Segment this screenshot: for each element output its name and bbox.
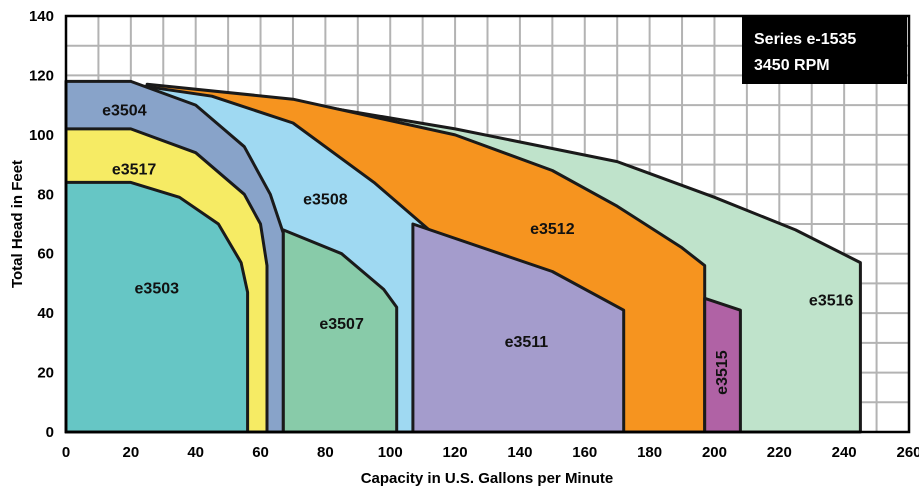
x-tick-label: 160 [572,444,597,461]
x-tick-label: 0 [62,444,70,461]
region-label-e3516: e3516 [809,292,854,309]
y-tick-label: 0 [46,424,54,441]
x-tick-label: 180 [637,444,662,461]
x-tick-label: 40 [187,444,204,461]
y-tick-label: 120 [29,67,54,84]
legend-box-background [742,16,907,84]
y-tick-label: 20 [37,365,54,382]
y-tick-label: 100 [29,127,54,144]
x-tick-label: 120 [443,444,468,461]
x-tick-labels: 0 20 40 60 80 100 120 140 160 180 200 220 240 260 [62,444,919,461]
region-label-e3511: e3511 [505,334,549,351]
plot-frame [64,14,911,434]
x-tick-label: 260 [896,444,919,461]
x-tick-label: 140 [507,444,532,461]
y-tick-labels: 0 20 40 60 80 100 120 140 [29,8,54,441]
y-tick-label: 60 [37,246,54,263]
x-tick-label: 80 [317,444,334,461]
region-label-e3508: e3508 [303,191,348,208]
series-legend-box: Series e-1535 3450 RPM [742,16,907,84]
region-e3511 [411,222,626,434]
region-label-e3517: e3517 [112,162,157,179]
x-tick-label: 200 [702,444,727,461]
x-tick-label: 100 [378,444,403,461]
y-tick-label: 80 [37,186,54,203]
region-label-e3507: e3507 [319,316,364,333]
y-tick-label: 140 [29,8,54,25]
x-axis-label: Capacity in U.S. Gallons per Minute [361,470,614,487]
x-tick-label: 220 [767,444,792,461]
legend-series-name: Series e-1535 [754,31,856,48]
region-labels: e3516 e3512 e3508 e3515 e3511 e3507 e3504 e3517… [102,102,853,395]
region-label-e3515: e3515 [714,350,731,395]
y-tick-label: 40 [37,305,54,322]
performance-regions [64,79,862,434]
x-tick-label: 60 [252,444,269,461]
region-label-e3503: e3503 [135,281,180,298]
x-tick-label: 240 [832,444,857,461]
region-label-e3504: e3504 [102,102,147,119]
x-tick-label: 20 [123,444,140,461]
region-label-e3512: e3512 [530,221,575,238]
legend-rpm: 3450 RPM [754,57,830,74]
y-axis-label: Total Head in Feet [9,160,26,288]
